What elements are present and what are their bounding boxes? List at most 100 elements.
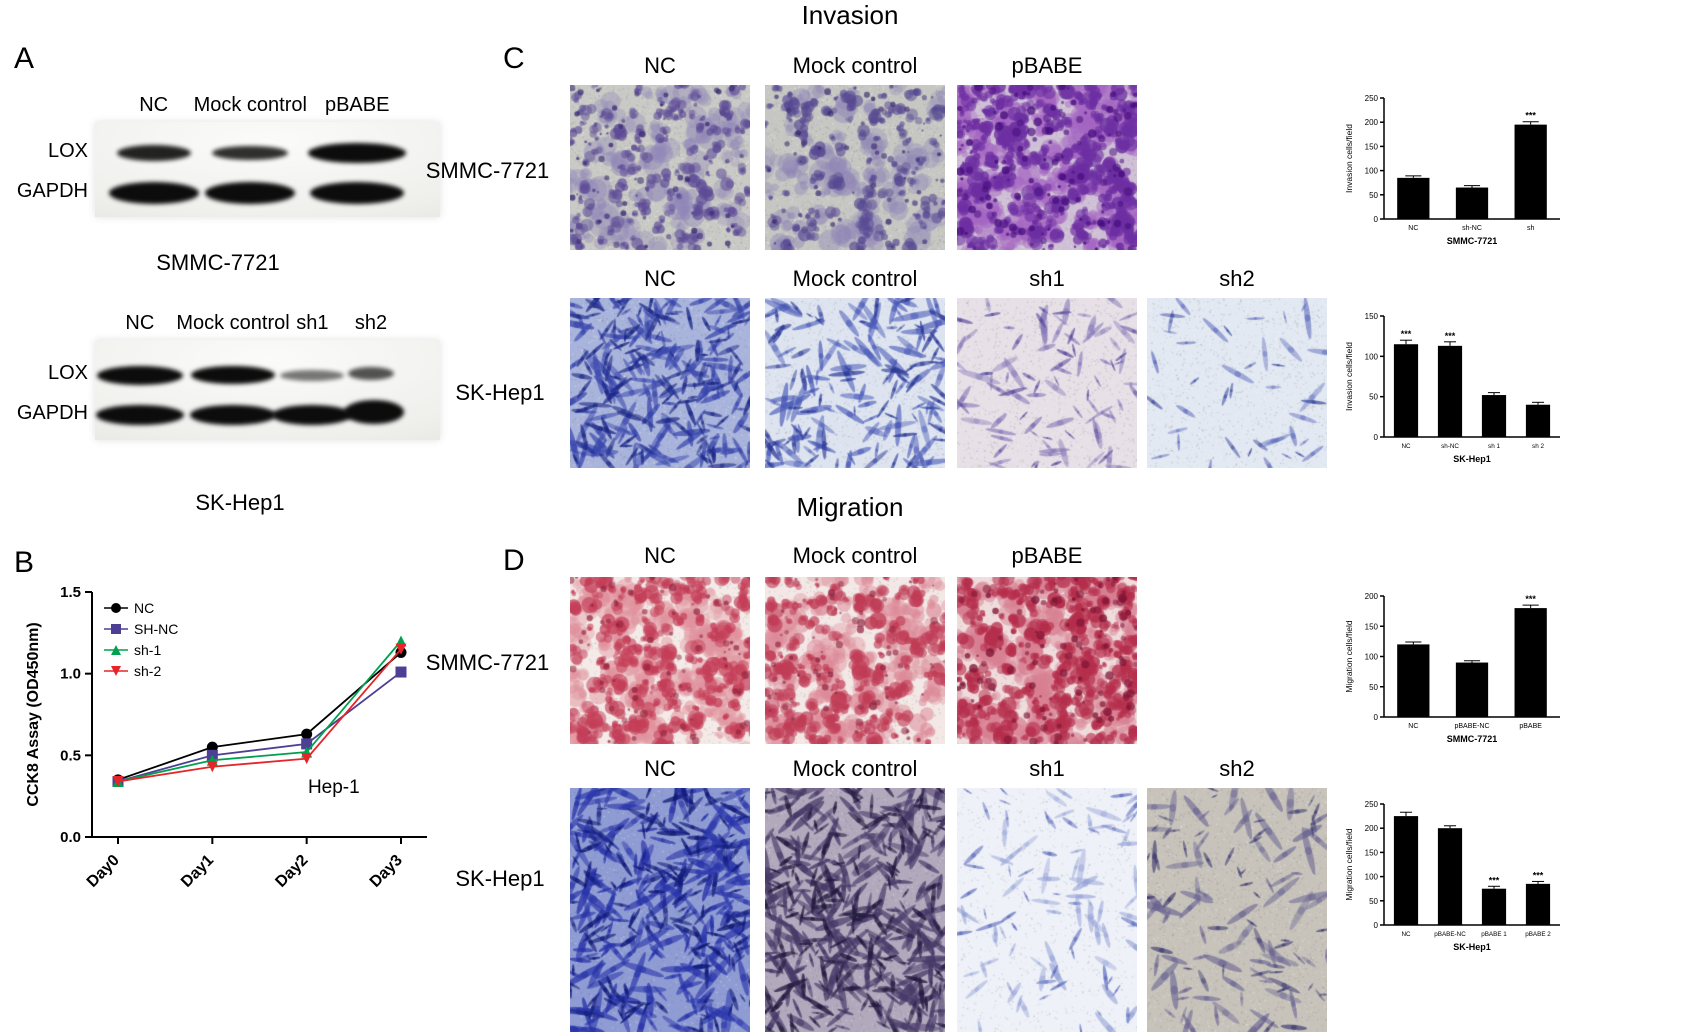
row-label-invasion-smmc7721: SMMC-7721	[425, 158, 550, 183]
micrograph-invasion-skhep1-nc	[570, 298, 750, 468]
column-header-migration2-nc: NC	[644, 756, 676, 781]
protein-band	[308, 143, 407, 164]
svg-text:150: 150	[1365, 622, 1379, 631]
protein-band	[280, 369, 345, 381]
micrograph-migration-smmc-mock	[765, 577, 945, 744]
micrograph-invasion-skhep1-mock	[765, 298, 945, 468]
svg-text:NC: NC	[134, 600, 154, 616]
protein-band	[348, 366, 394, 380]
svg-text:Day3: Day3	[367, 852, 406, 891]
svg-text:0.0: 0.0	[60, 829, 81, 846]
svg-text:NC: NC	[1401, 931, 1411, 938]
svg-text:Migration cells/field: Migration cells/field	[1344, 828, 1354, 901]
column-header-invasion2-mock: Mock control	[792, 266, 918, 291]
svg-text:Day2: Day2	[272, 852, 311, 891]
bar-chart-invasion-skhep1: 0 50 100 150 Invasion cells/field *** NC *** sh-…	[1344, 312, 1560, 464]
micrograph-invasion-smmc-nc	[570, 85, 750, 250]
svg-text:1.5: 1.5	[60, 584, 81, 601]
column-header-migration-pbabe: pBABE	[1011, 543, 1083, 568]
row-label-invasion-skhep1: SK-Hep1	[455, 380, 545, 405]
svg-text:250: 250	[1365, 94, 1379, 103]
protein-band	[108, 182, 199, 205]
svg-text:sh-1: sh-1	[134, 642, 161, 658]
svg-text:SK-Hep1: SK-Hep1	[1453, 454, 1491, 464]
svg-text:100: 100	[1365, 352, 1379, 361]
section-title-invasion: Invasion	[801, 0, 899, 30]
svg-text:sh: sh	[1527, 225, 1535, 232]
micrograph-migration-skhep1-mock	[765, 788, 945, 1032]
western-blot-smmc7721: NC Mock control pBABE LOX GAPDH	[10, 94, 440, 224]
column-header-migration-mock: Mock control	[792, 543, 918, 568]
protein-band	[272, 405, 353, 425]
svg-text:pBABE-NC: pBABE-NC	[1434, 931, 1466, 938]
svg-text:***: ***	[1525, 594, 1536, 604]
micrograph-migration-skhep1-sh2	[1147, 788, 1327, 1032]
protein-band	[96, 365, 183, 385]
svg-text:***: ***	[1533, 870, 1544, 880]
svg-text:0.5: 0.5	[60, 747, 81, 764]
protein-band	[212, 146, 289, 161]
svg-text:pBABE-NC: pBABE-NC	[1454, 723, 1489, 730]
svg-text:1.0: 1.0	[60, 666, 81, 683]
svg-text:pBABE 1: pBABE 1	[1481, 931, 1507, 938]
panel-a-label: A	[14, 42, 35, 75]
svg-text:Hep-1: Hep-1	[308, 777, 360, 798]
svg-text:200: 200	[1365, 118, 1379, 127]
svg-text:250: 250	[1365, 800, 1379, 809]
svg-text:Day1: Day1	[178, 852, 217, 891]
bar-chart-invasion-smmc7721: 0 50 100 150 200 250 Invasion cells/field NC sh-…	[1344, 94, 1560, 246]
protein-band	[205, 182, 296, 205]
blot-lane-label: pBABE	[324, 94, 390, 116]
svg-text:***: ***	[1489, 875, 1500, 885]
blot-lane-label: sh2	[354, 312, 388, 334]
column-header-invasion2-sh2: sh2	[1219, 266, 1255, 291]
svg-text:150: 150	[1365, 312, 1379, 321]
svg-text:NC: NC	[1408, 723, 1418, 730]
western-blot-skhep1: NC Mock control sh1 sh2 LOX GAPDH	[10, 312, 440, 447]
micrograph-migration-skhep1-sh1	[957, 788, 1137, 1032]
section-title-migration: Migration	[796, 492, 904, 522]
svg-text:***: ***	[1445, 331, 1456, 341]
blot-protein-label: LOX	[47, 362, 88, 384]
panel-b-label: B	[14, 546, 35, 579]
svg-text:0: 0	[1374, 921, 1379, 930]
svg-text:NC: NC	[1401, 443, 1411, 450]
svg-text:Invasion cells/field: Invasion cells/field	[1344, 124, 1354, 193]
column-header-migration2-sh1: sh1	[1029, 756, 1065, 781]
svg-text:0: 0	[1374, 713, 1379, 722]
column-header-invasion2-sh1: sh1	[1029, 266, 1065, 291]
column-header-invasion-mock: Mock control	[792, 53, 918, 78]
svg-text:sh 1: sh 1	[1488, 443, 1500, 450]
svg-text:150: 150	[1365, 848, 1379, 857]
micrograph-invasion-skhep1-sh1	[957, 298, 1137, 468]
svg-text:100: 100	[1365, 653, 1379, 662]
micrograph-migration-smmc-nc	[570, 577, 750, 744]
svg-text:SH-NC: SH-NC	[134, 621, 178, 637]
column-header-migration2-mock: Mock control	[792, 756, 918, 781]
protein-band	[310, 182, 405, 205]
svg-text:Day0: Day0	[84, 852, 123, 891]
blot-lane-label: Mock control	[176, 312, 290, 334]
micrograph-migration-smmc-pbabe	[957, 577, 1137, 744]
blot-caption-smmc7721: SMMC-7721	[156, 250, 280, 275]
svg-text:sh-NC: sh-NC	[1462, 225, 1482, 232]
svg-text:pBABE 2: pBABE 2	[1525, 931, 1551, 938]
svg-text:***: ***	[1525, 111, 1536, 121]
svg-text:50: 50	[1369, 191, 1378, 200]
bar-chart-migration-smmc7721: 0 50 100 150 200 Migration cells/field NC pBABE…	[1344, 592, 1560, 744]
micrograph-invasion-skhep1-sh2	[1147, 298, 1327, 468]
bar-chart-migration-skhep1: 0 50 100 150 200 250 Migration cells/field NC pB…	[1344, 800, 1560, 952]
blot-protein-label: LOX	[47, 140, 88, 163]
svg-text:50: 50	[1369, 897, 1378, 906]
svg-text:50: 50	[1369, 683, 1378, 692]
svg-text:Invasion cells/field: Invasion cells/field	[1344, 342, 1354, 411]
blot-protein-label: GAPDH	[16, 180, 88, 203]
row-label-migration-smmc7721: SMMC-7721	[425, 650, 550, 675]
svg-text:sh-2: sh-2	[134, 663, 161, 679]
svg-text:200: 200	[1365, 592, 1379, 601]
blot-protein-label: GAPDH	[16, 402, 88, 424]
blot-lane-label: Mock control	[193, 94, 307, 116]
column-header-invasion-pbabe: pBABE	[1011, 53, 1083, 78]
row-label-migration-skhep1: SK-Hep1	[455, 866, 545, 891]
